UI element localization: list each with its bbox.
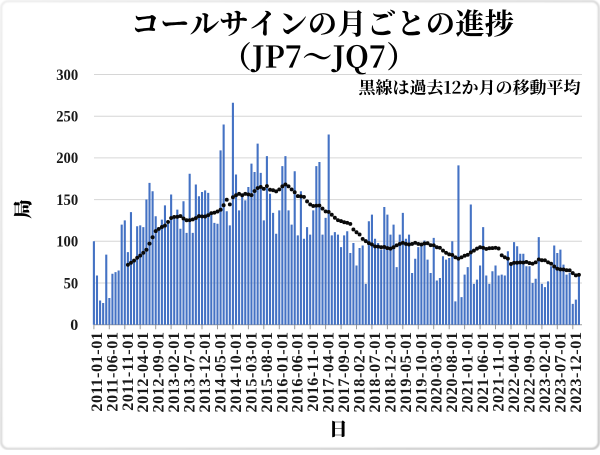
svg-text:2018-07-01: 2018-07-01 <box>366 332 384 413</box>
svg-text:2018-02-01: 2018-02-01 <box>351 332 369 413</box>
svg-text:2013-12-01: 2013-12-01 <box>196 332 214 413</box>
svg-text:50: 50 <box>64 275 79 292</box>
svg-text:2019-10-01: 2019-10-01 <box>412 332 430 413</box>
svg-text:2014-10-01: 2014-10-01 <box>227 332 245 413</box>
svg-text:2011-06-01: 2011-06-01 <box>103 332 121 412</box>
svg-text:200: 200 <box>56 150 78 167</box>
svg-text:2020-08-01: 2020-08-01 <box>443 332 461 413</box>
svg-text:2013-02-01: 2013-02-01 <box>165 332 183 413</box>
svg-text:2017-09-01: 2017-09-01 <box>335 332 353 413</box>
svg-text:300: 300 <box>56 67 78 84</box>
svg-text:2023-02-01: 2023-02-01 <box>536 332 554 413</box>
svg-text:2022-04-01: 2022-04-01 <box>505 332 523 413</box>
svg-text:2021-06-01: 2021-06-01 <box>474 331 492 412</box>
svg-text:2017-04-01: 2017-04-01 <box>320 332 338 413</box>
svg-text:2020-03-01: 2020-03-01 <box>428 332 446 413</box>
svg-text:100: 100 <box>56 234 78 251</box>
svg-text:2022-09-01: 2022-09-01 <box>520 332 538 413</box>
svg-text:2023-12-01: 2023-12-01 <box>567 332 585 413</box>
svg-text:0: 0 <box>70 317 78 334</box>
svg-text:2019-05-01: 2019-05-01 <box>397 332 415 413</box>
svg-text:2018-12-01: 2018-12-01 <box>381 332 399 413</box>
svg-text:2021-01-01: 2021-01-01 <box>459 331 477 412</box>
svg-text:2016-01-01: 2016-01-01 <box>273 332 291 413</box>
svg-text:2023-07-01: 2023-07-01 <box>551 332 569 413</box>
svg-text:150: 150 <box>56 192 78 209</box>
svg-text:2021-11-01: 2021-11-01 <box>490 332 508 412</box>
svg-text:2015-03-01: 2015-03-01 <box>242 332 260 413</box>
svg-text:2016-06-01: 2016-06-01 <box>289 332 307 413</box>
svg-text:250: 250 <box>56 109 78 126</box>
svg-text:2016-11-01: 2016-11-01 <box>304 332 322 412</box>
svg-text:2014-05-01: 2014-05-01 <box>212 332 230 413</box>
svg-text:2013-07-01: 2013-07-01 <box>181 332 199 413</box>
svg-text:2012-09-01: 2012-09-01 <box>150 332 168 413</box>
svg-text:2012-04-01: 2012-04-01 <box>134 332 152 413</box>
svg-text:2011-01-01: 2011-01-01 <box>88 332 106 412</box>
svg-text:2015-08-01: 2015-08-01 <box>258 332 276 413</box>
svg-text:2011-11-01: 2011-11-01 <box>119 332 137 411</box>
